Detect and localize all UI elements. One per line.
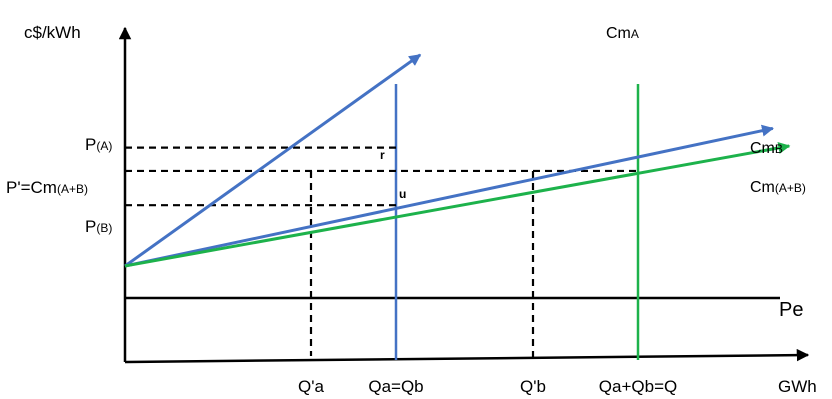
curve-label-cmab-main: Cm	[750, 179, 775, 196]
curve-label-cmab: Cm(A+B)	[750, 179, 806, 196]
price-label-pprime-sub: (A+B)	[57, 182, 88, 196]
curve-label-cmb: CmB	[750, 140, 783, 157]
x-axis-label: GWh	[778, 377, 817, 396]
curve-label-cmab-sub: (A+B)	[775, 181, 806, 195]
pe-label: Pe	[779, 299, 803, 321]
q-label-q-prime-a: Q'a	[298, 377, 324, 396]
curve-label-cma: CmA	[606, 25, 639, 42]
annotation-r: r	[380, 148, 385, 162]
annotation-u: u	[399, 187, 406, 201]
price-label-pa-main: P	[85, 135, 96, 154]
curve-label-cma-main: Cm	[606, 25, 631, 42]
y-axis-label: c$/kWh	[24, 23, 81, 42]
curve-label-cma-sub: A	[631, 27, 639, 41]
price-label-pa: P(A)	[85, 135, 112, 154]
curve-label-cmb-main: Cm	[750, 140, 775, 157]
price-label-pb-main: P	[85, 217, 96, 236]
price-label-pprime-main: P'=Cm	[6, 178, 57, 197]
curve-cma	[124, 53, 422, 268]
price-label-pb-sub: (B)	[96, 221, 112, 235]
price-label-pb: P(B)	[85, 217, 112, 236]
curve-cmab	[124, 142, 791, 268]
curve-cmb	[124, 124, 774, 268]
x-axis	[124, 348, 810, 364]
q-label-q-prime-b: Q'b	[520, 377, 546, 396]
price-label-pa-sub: (A)	[96, 139, 112, 153]
q-label-q-total: Qa+Qb=Q	[599, 377, 677, 396]
curve-label-cmb-sub: B	[775, 142, 783, 156]
q-label-qa-qb: Qa=Qb	[368, 377, 423, 396]
price-label-pprime: P'=Cm(A+B)	[6, 178, 88, 197]
dashed-guides	[125, 146, 638, 358]
